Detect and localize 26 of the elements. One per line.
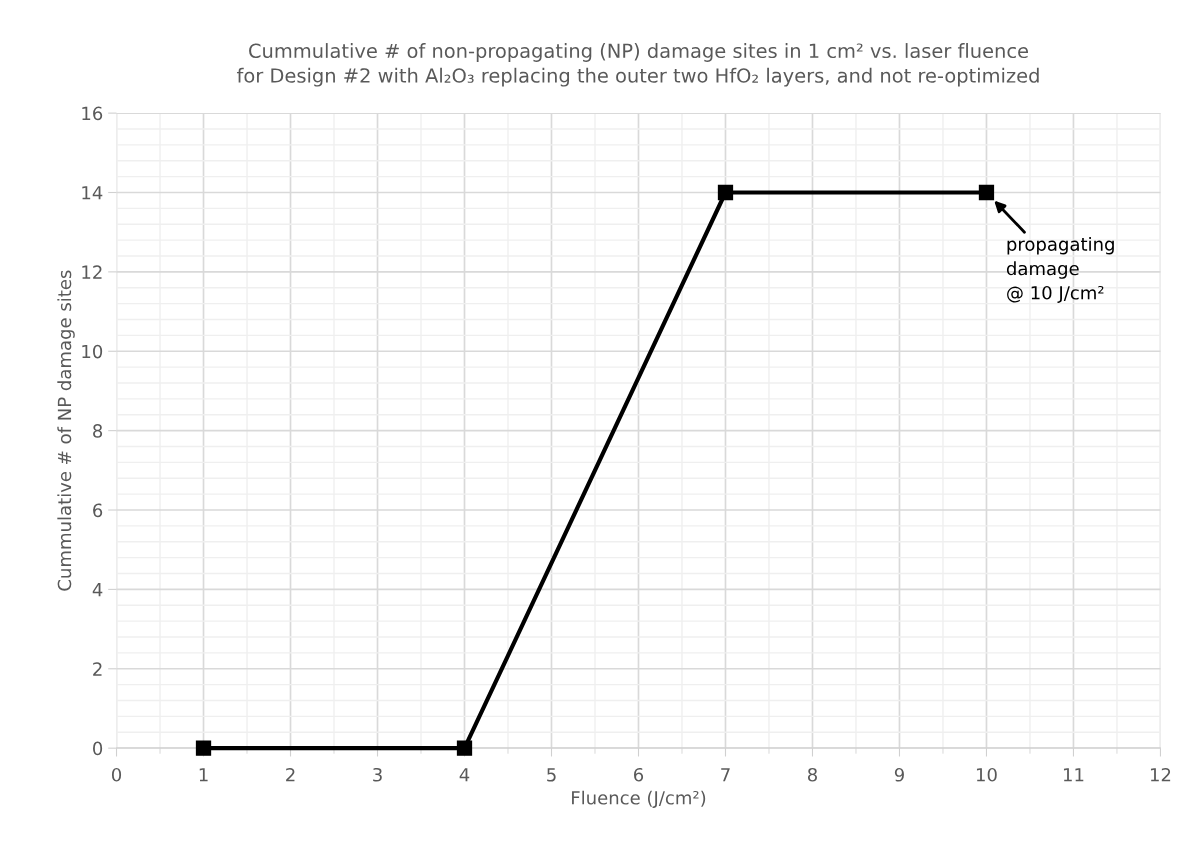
- x-tick-label: 7: [721, 768, 730, 782]
- x-tick-label: 0: [111, 767, 122, 782]
- y-axis-title: Cummulative # of NP damage sites: [57, 270, 75, 591]
- y-tick-label: 2: [93, 662, 102, 676]
- y-tick-label: 14: [82, 186, 103, 200]
- y-tick-label: 8: [93, 424, 103, 438]
- x-tick-label: 4: [459, 768, 470, 782]
- y-tick-label: 6: [93, 503, 103, 518]
- x-tick-label: 1: [199, 768, 208, 782]
- x-tick-label: 9: [894, 767, 904, 782]
- x-tick-label: 2: [286, 767, 295, 782]
- x-tick-label: 10: [976, 767, 997, 782]
- x-axis-title: Fluence (J/cm²): [572, 790, 706, 808]
- x-tick-label: 6: [634, 767, 644, 782]
- x-tick-label: 12: [1150, 767, 1171, 782]
- y-tick-label: 0: [93, 741, 103, 756]
- chart-title: Cummulative # of non-propagating (NP) damage sites in 1 cm² vs. laser fluence for Design #2 with Al₂O₃ replacing the outer two HfO₂ layers, and not re-optimized: [236, 43, 1039, 87]
- y-tick-label: 16: [82, 106, 103, 121]
- x-tick-label: 5: [547, 768, 556, 782]
- y-tick-label: 10: [82, 344, 103, 359]
- x-tick-label: 11: [1063, 768, 1084, 782]
- x-tick-label: 3: [373, 767, 382, 782]
- y-tick-label: 12: [82, 265, 102, 279]
- annotation: propagating damage @ 10 J/cm²: [1006, 236, 1114, 303]
- y-tick-label: 4: [92, 583, 103, 597]
- x-tick-label: 8: [807, 767, 817, 782]
